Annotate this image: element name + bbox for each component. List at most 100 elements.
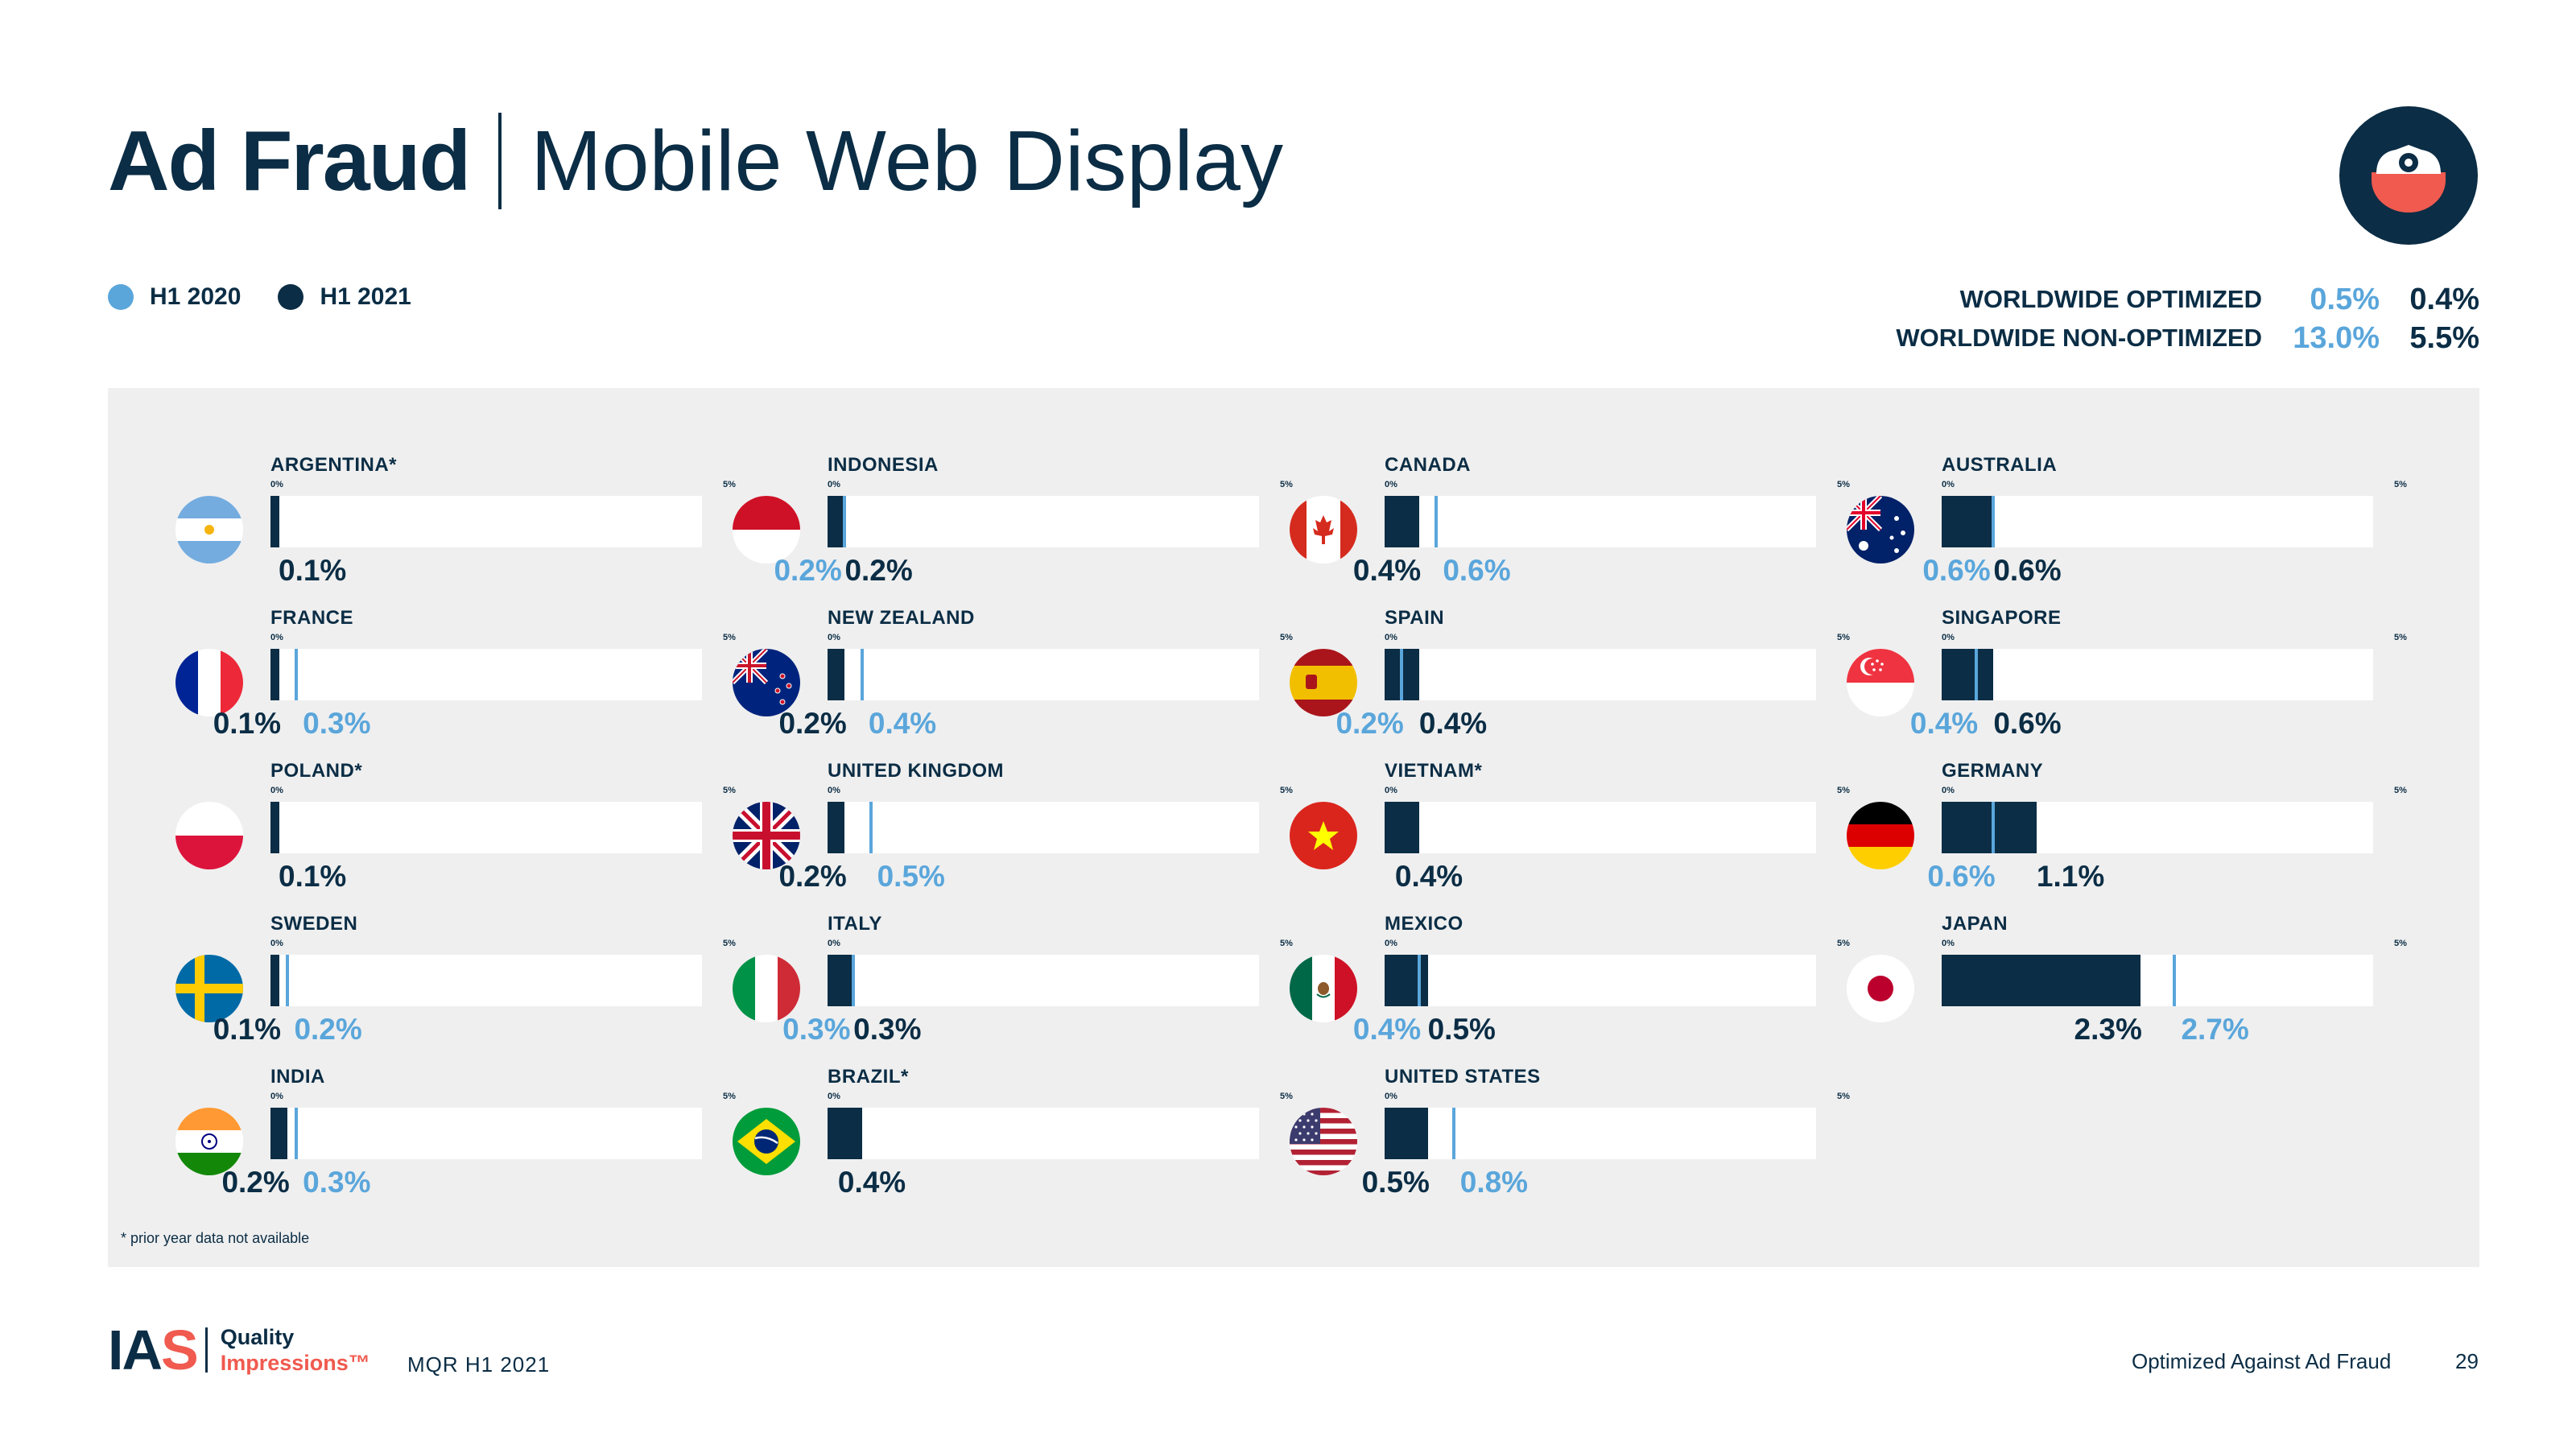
bar-track <box>270 955 702 1006</box>
marker-h1-2020 <box>843 496 847 547</box>
value-label-h1-2021: 0.4% <box>1352 554 1422 587</box>
canada-flag-icon <box>1290 496 1357 564</box>
worldwide-value-2021: 5.5% <box>2409 320 2479 355</box>
country-cell-singapore: SINGAPORE 0% 5% 0.6% 0.4% <box>1847 607 2410 760</box>
axis-max-label: 5% <box>1837 786 1850 795</box>
value-label-h1-2020: 0.4% <box>1909 707 1979 740</box>
bar-track <box>270 802 702 853</box>
marker-h1-2020 <box>869 802 873 853</box>
country-name: NEW ZEALAND <box>828 607 975 629</box>
bar-h1-2021 <box>828 955 854 1006</box>
axis-min-label: 0% <box>828 480 840 489</box>
legend-label: H1 2020 <box>150 283 242 310</box>
country-name: BRAZIL* <box>828 1066 909 1088</box>
country-cell-france: FRANCE 0% 5% 0.1% 0.3% <box>175 607 739 760</box>
country-cell-italy: ITALY 0% 5% 0.3% 0.3% <box>733 913 1296 1066</box>
bar-h1-2021 <box>828 802 845 853</box>
ias-letter-s: S <box>161 1319 199 1381</box>
value-label-h1-2021: 0.5% <box>1361 1166 1430 1199</box>
axis-max-label: 5% <box>723 939 736 948</box>
axis-min-label: 0% <box>828 633 840 642</box>
bar-track <box>1942 802 2373 853</box>
marker-h1-2020 <box>295 1108 299 1159</box>
bar-track <box>828 955 1259 1006</box>
value-label-h1-2021: 0.5% <box>1427 1013 1496 1046</box>
country-name: MEXICO <box>1385 913 1463 935</box>
bar-track <box>1385 496 1816 547</box>
bar-h1-2021 <box>270 955 279 1006</box>
country-name: CANADA <box>1385 454 1471 476</box>
country-cell-mexico: MEXICO 0% 5% 0.5% 0.4% <box>1290 913 1853 1066</box>
worldwide-label: WORLDWIDE NON-OPTIMIZED <box>1896 324 2262 352</box>
axis-min-label: 0% <box>1942 480 1955 489</box>
marker-h1-2020 <box>1992 496 1996 547</box>
axis-min-label: 0% <box>270 786 283 795</box>
worldwide-value-2020: 13.0% <box>2293 320 2380 355</box>
quality-impressions-wordmark: Quality Impressions™ <box>221 1324 370 1376</box>
value-label-h1-2021: 0.2% <box>778 860 847 893</box>
bar-h1-2021 <box>270 1108 288 1159</box>
value-label-h1-2021: 0.4% <box>837 1166 906 1199</box>
marker-h1-2020 <box>852 955 856 1006</box>
value-label-h1-2021: 0.1% <box>213 1013 282 1046</box>
value-label-h1-2021: 0.1% <box>213 707 282 740</box>
page-number: 29 <box>2455 1349 2479 1373</box>
axis-max-label: 5% <box>2394 633 2407 642</box>
singapore-flag-icon <box>1847 649 1914 716</box>
axis-min-label: 0% <box>1385 633 1397 642</box>
value-label-h1-2021: 0.6% <box>1993 554 2062 587</box>
bar-track <box>1942 955 2373 1006</box>
country-cell-australia: AUSTRALIA 0% 5% 0.6% 0.6% <box>1847 454 2410 607</box>
axis-max-label: 5% <box>2394 480 2407 489</box>
country-cell-vietnam: VIETNAM* 0% 5% 0.4% <box>1290 760 1853 913</box>
mascot-logo-icon <box>2339 106 2478 245</box>
logo-divider <box>204 1327 208 1373</box>
bar-track <box>1385 649 1816 700</box>
value-label-h1-2020: 0.3% <box>303 707 371 740</box>
value-label-h1-2020: 0.4% <box>868 707 937 740</box>
title-sub: Mobile Web Display <box>530 114 1283 208</box>
worldwide-non-optimized-row: WORLDWIDE NON-OPTIMIZED 13.0% 5.5% <box>1896 319 2479 357</box>
logo-quality: Quality <box>220 1325 295 1349</box>
bar-track <box>1942 649 2373 700</box>
bar-track <box>828 496 1259 547</box>
axis-min-label: 0% <box>1385 1092 1397 1101</box>
marker-h1-2020 <box>1417 955 1421 1006</box>
legend-swatch-h1-2020 <box>108 284 134 310</box>
brazil-flag-icon <box>733 1108 800 1175</box>
worldwide-label: WORLDWIDE OPTIMIZED <box>1959 285 2262 313</box>
marker-h1-2020 <box>1451 1108 1455 1159</box>
ias-logo: IAS Quality Impressions™ <box>108 1322 370 1378</box>
bar-h1-2021 <box>270 496 279 547</box>
country-name: SWEDEN <box>270 913 358 935</box>
axis-max-label: 5% <box>1280 939 1293 948</box>
country-chart-panel: ARGENTINA* 0% 5% 0.1% FRANCE 0% 5% 0.1% 0.3% POLA… <box>108 388 2479 1267</box>
bar-track <box>1385 955 1816 1006</box>
australia-flag-icon <box>1847 496 1914 564</box>
legend-label: H1 2021 <box>320 283 411 310</box>
value-label-h1-2021: 0.2% <box>221 1166 290 1199</box>
country-name: SPAIN <box>1385 607 1445 629</box>
logo-impressions: Impressions™ <box>220 1351 370 1375</box>
poland-flag-icon <box>175 802 243 869</box>
bar-h1-2021 <box>828 1108 862 1159</box>
bar-track <box>1385 802 1816 853</box>
country-cell-brazil: BRAZIL* 0% 5% 0.4% <box>733 1066 1296 1219</box>
axis-max-label: 5% <box>1837 1092 1850 1101</box>
bar-h1-2021 <box>1385 955 1428 1006</box>
marker-h1-2020 <box>1435 496 1439 547</box>
japan-flag-icon <box>1847 955 1914 1022</box>
bar-track <box>1942 496 2373 547</box>
germany-flag-icon <box>1847 802 1914 869</box>
chart-legend: H1 2020 H1 2021 <box>108 283 448 311</box>
marker-h1-2020 <box>286 955 290 1006</box>
bar-track <box>270 649 702 700</box>
value-label-h1-2020: 0.2% <box>774 554 842 587</box>
bar-track <box>1385 1108 1816 1159</box>
country-cell-indonesia: INDONESIA 0% 5% 0.2% 0.2% <box>733 454 1296 607</box>
value-label-h1-2020: 0.3% <box>303 1166 371 1199</box>
axis-max-label: 5% <box>1837 480 1850 489</box>
value-label-h1-2021: 0.1% <box>279 860 347 893</box>
axis-min-label: 0% <box>270 480 283 489</box>
country-cell-canada: CANADA 0% 5% 0.4% 0.6% <box>1290 454 1853 607</box>
